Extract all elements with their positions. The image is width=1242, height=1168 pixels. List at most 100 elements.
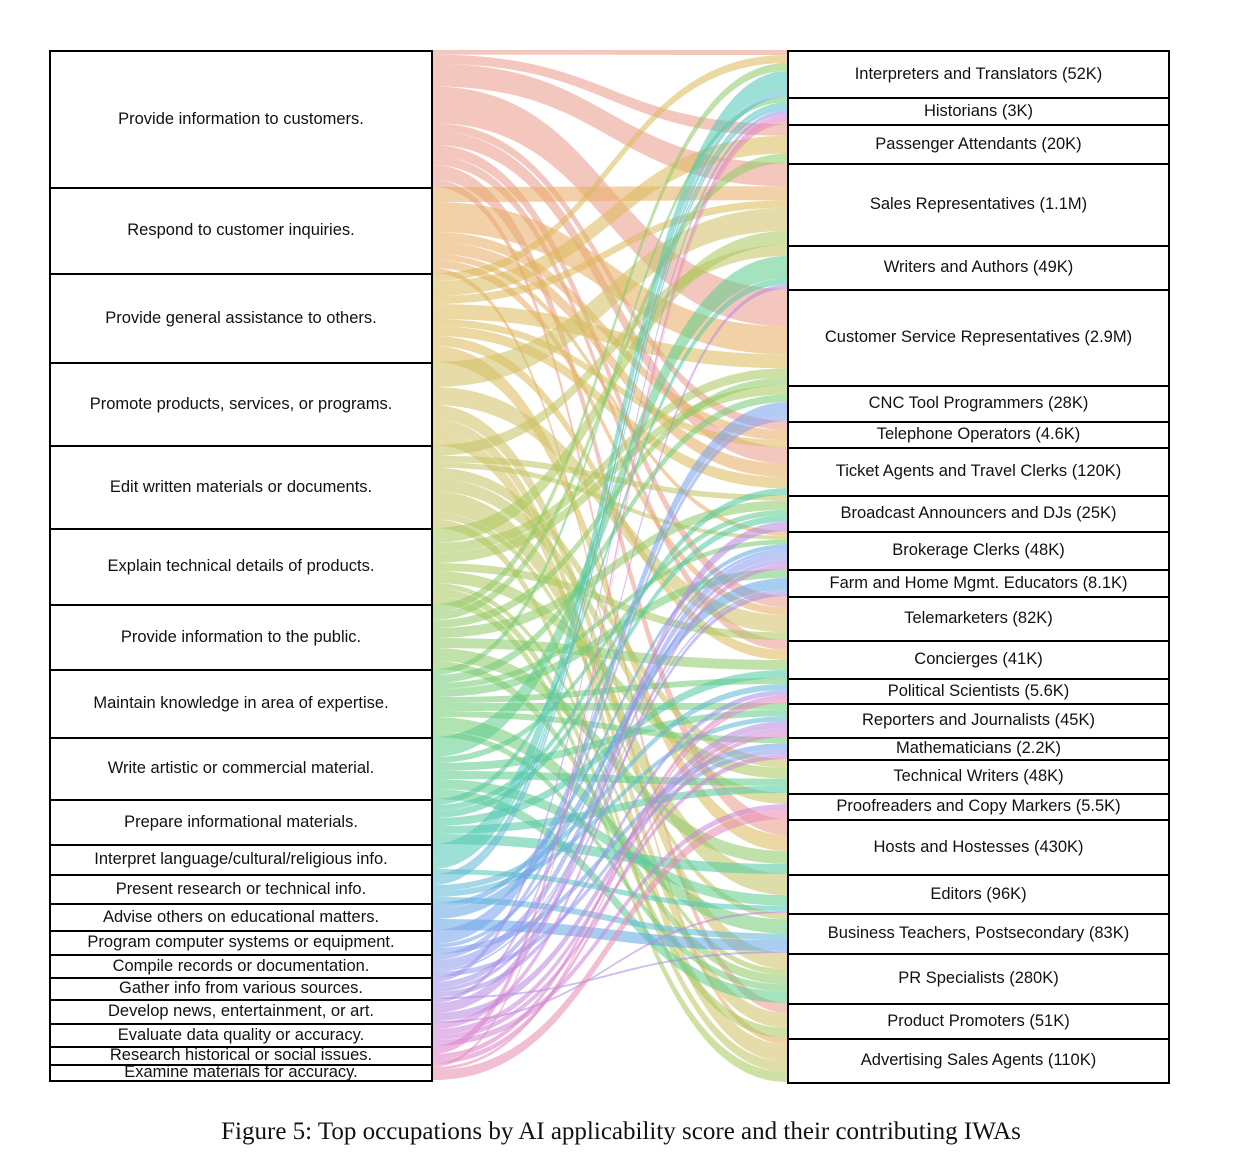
occupation-node-label: Historians (3K) (923, 101, 1034, 120)
iwa-node: Provide general assistance to others. (49, 273, 433, 364)
flow-ribbon (433, 569, 787, 697)
iwa-node-label: Advise others on educational matters. (102, 907, 380, 926)
occupation-node-label: CNC Tool Programmers (28K) (868, 394, 1089, 413)
occupation-node-label: Ticket Agents and Travel Clerks (120K) (835, 462, 1122, 481)
occupation-node: Ticket Agents and Travel Clerks (120K) (787, 447, 1170, 497)
iwa-node-label: Edit written materials or documents. (109, 477, 373, 496)
flow-ribbon (433, 114, 787, 1054)
occupation-node-label: Hosts and Hostesses (430K) (873, 837, 1084, 856)
flow-ribbon (433, 260, 787, 616)
flow-ribbon (433, 727, 787, 1035)
flow-ribbon (433, 245, 787, 456)
occupation-node-label: PR Specialists (280K) (898, 969, 1059, 988)
flow-ribbon (433, 284, 787, 1004)
occupation-node: Brokerage Clerks (48K) (787, 531, 1170, 571)
flow-ribbon (433, 512, 787, 920)
occupation-node: Political Scientists (5.6K) (787, 678, 1170, 705)
flow-ribbon (433, 834, 787, 874)
occupation-node-label: Editors (96K) (930, 884, 1027, 903)
iwa-node: Promote products, services, or programs. (49, 362, 433, 447)
occupation-node: Proofreaders and Copy Markers (5.5K) (787, 793, 1170, 821)
occupation-node: Customer Service Representatives (2.9M) (787, 289, 1170, 387)
iwa-node: Interpret language/cultural/religious in… (49, 844, 433, 876)
occupation-node-label: Broadcast Announcers and DJs (25K) (840, 504, 1117, 523)
iwa-node: Compile records or documentation. (49, 954, 433, 979)
iwa-node: Provide information to customers. (49, 50, 433, 189)
iwa-node: Gather info from various sources. (49, 977, 433, 1001)
flow-ribbon (433, 63, 787, 612)
iwa-node-label: Interpret language/cultural/religious in… (94, 850, 388, 869)
flow-ribbon (433, 200, 787, 304)
flow-ribbon (433, 121, 787, 1067)
flow-ribbon (433, 110, 787, 982)
flow-ribbon (433, 809, 787, 1080)
occupation-node: Reporters and Journalists (45K) (787, 703, 1170, 739)
iwa-node-label: Present research or technical info. (115, 879, 367, 898)
flow-ribbon (433, 55, 787, 281)
flow-ribbon (433, 544, 787, 909)
flow-ribbon (433, 97, 787, 675)
iwa-node-label: Provide general assistance to others. (105, 308, 377, 327)
occupation-node-label: Writers and Authors (49K) (883, 258, 1074, 277)
occupation-node: PR Specialists (280K) (787, 953, 1170, 1005)
occupation-node: Technical Writers (48K) (787, 759, 1170, 795)
flow-ribbon (433, 50, 787, 55)
flow-ribbon (433, 86, 787, 327)
flow-ribbon (433, 700, 787, 1070)
iwa-node-label: Maintain knowledge in area of expertise. (93, 694, 389, 713)
occupation-node-label: Telemarketers (82K) (904, 609, 1053, 628)
flow-ribbon (433, 145, 787, 608)
occupation-node-label: Advertising Sales Agents (110K) (860, 1051, 1097, 1070)
iwa-node-label: Provide information to customers. (118, 109, 364, 128)
iwa-node-label: Explain technical details of products. (107, 557, 375, 576)
iwa-node: Present research or technical info. (49, 874, 433, 905)
flow-ribbon (433, 721, 787, 1021)
flow-ribbon (433, 684, 787, 891)
iwa-node-label: Compile records or documentation. (112, 956, 370, 975)
occupation-node-label: Sales Representatives (1.1M) (869, 195, 1088, 214)
flow-ribbon (433, 950, 787, 999)
flow-ribbon (433, 897, 787, 940)
flow-ribbon (433, 732, 787, 1064)
flow-ribbon (433, 749, 787, 977)
figure-caption: Figure 5: Top occupations by AI applicab… (221, 1118, 1021, 1145)
flow-ribbon (433, 716, 787, 897)
iwa-node: Maintain knowledge in area of expertise. (49, 669, 433, 739)
iwa-node: Write artistic or commercial material. (49, 737, 433, 801)
iwa-node: Develop news, entertainment, or art. (49, 999, 433, 1025)
flow-ribbon (433, 564, 787, 1029)
occupation-node: Editors (96K) (787, 874, 1170, 915)
occupation-node-label: Reporters and Journalists (45K) (862, 711, 1095, 730)
iwa-node: Program computer systems or equipment. (49, 930, 433, 956)
flow-ribbon (433, 591, 787, 992)
occupation-node: Advertising Sales Agents (110K) (787, 1038, 1170, 1084)
iwa-node-label: Write artistic or commercial material. (107, 759, 375, 778)
flow-ribbon (433, 500, 787, 638)
iwa-node: Evaluate data quality or accuracy. (49, 1023, 433, 1048)
flow-ribbon (433, 509, 787, 763)
flow-ribbon (433, 54, 787, 136)
iwa-node: Explain technical details of products. (49, 528, 433, 606)
occupation-node: Writers and Authors (49K) (787, 245, 1170, 291)
occupation-node-label: Proofreaders and Copy Markers (5.5K) (836, 797, 1121, 816)
occupation-node: Hosts and Hostesses (430K) (787, 819, 1170, 876)
flow-ribbon (433, 91, 787, 880)
flow-ribbon (433, 326, 787, 489)
occupation-node: Product Promoters (51K) (787, 1003, 1170, 1040)
flow-ribbon (433, 254, 787, 536)
iwa-node-label: Promote products, services, or programs. (89, 394, 393, 413)
flow-ribbon (433, 402, 787, 945)
flow-ribbon (433, 242, 787, 478)
occupation-node-label: Mathematicians (2.2K) (895, 739, 1062, 758)
occupation-node: Concierges (41K) (787, 640, 1170, 680)
occupation-node-label: Technical Writers (48K) (893, 767, 1064, 786)
occupation-node-label: Brokerage Clerks (48K) (892, 541, 1065, 560)
iwa-node-label: Gather info from various sources. (119, 979, 363, 998)
flow-ribbon (433, 559, 787, 988)
flow-ribbon (433, 869, 787, 911)
flow-ribbon (433, 419, 787, 1028)
occupation-node: Broadcast Announcers and DJs (25K) (787, 495, 1170, 533)
occupation-node: CNC Tool Programmers (28K) (787, 385, 1170, 423)
flow-ribbon (433, 539, 787, 689)
